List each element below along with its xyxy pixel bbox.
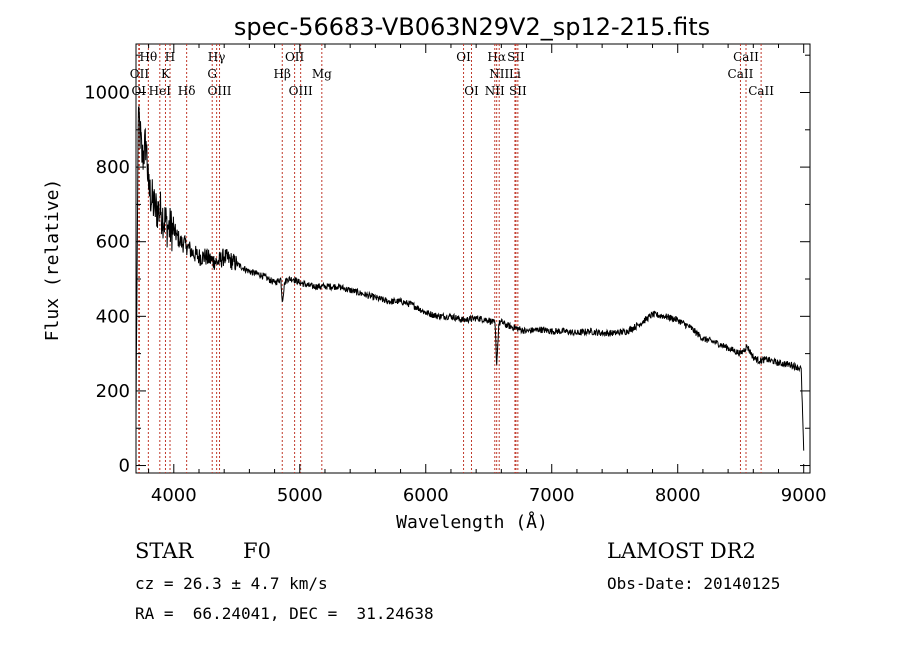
y-tick-label: 200: [96, 381, 130, 402]
object-class: STAR: [135, 539, 194, 563]
spectral-line-label: Li: [509, 67, 521, 81]
spectral-line-label: Hθ: [139, 50, 157, 64]
spectral-line-label: SII: [509, 84, 527, 98]
spectrum-series-line: [135, 105, 805, 451]
x-tick-label: 7000: [529, 485, 575, 506]
spectral-line-label: OI: [131, 84, 146, 98]
chart-title: spec-56683-VB063N29V2_sp12-215.fits: [234, 13, 710, 41]
spectral-line-label: OIII: [207, 84, 231, 98]
spectral-line-label: Hα: [487, 50, 506, 64]
y-tick-label: 800: [96, 157, 130, 178]
spectral-line-label: K: [161, 67, 171, 81]
spectral-line-label: CaII: [733, 50, 759, 64]
survey-name: LAMOST DR2: [607, 539, 756, 563]
plot-frame: [135, 43, 811, 474]
spectral-line-label: OIII: [289, 84, 313, 98]
spectral-line-label: Hγ: [208, 50, 226, 64]
spectral-line-label: CaII: [748, 84, 774, 98]
spectral-line-label: OI: [456, 50, 471, 64]
y-axis-label: Flux (relative): [42, 179, 63, 342]
y-tick-label: 0: [119, 456, 130, 477]
spectral-line-label: Hβ: [274, 67, 291, 81]
spectral-line-label: OI: [464, 84, 479, 98]
redshift-cz: cz = 26.3 ± 4.7 km/s: [135, 574, 328, 593]
obs-date: Obs-Date: 20140125: [607, 574, 781, 593]
x-tick-label: 9000: [781, 485, 827, 506]
spectral-line-label: H: [165, 50, 175, 64]
series-layer: [135, 105, 805, 451]
x-tick-label: 8000: [655, 485, 701, 506]
spectral-line-label: Mg: [312, 67, 332, 81]
spectral-line-label: OII: [130, 67, 150, 81]
y-tick-label: 1000: [84, 82, 130, 103]
spectral-line-label: G: [207, 67, 217, 81]
spectral-line-label: Hδ: [178, 84, 196, 98]
y-tick-label: 600: [96, 232, 130, 253]
spectral-line-label: HeI: [149, 84, 172, 98]
axis-ticks-layer: 4000 5000 6000 7000 8000 9000 0 200 400 600 800 100…: [84, 44, 827, 506]
spectral-line-label: NII: [489, 67, 509, 81]
x-tick-label: 5000: [277, 485, 323, 506]
spectral-line-label: NII: [485, 84, 505, 98]
x-tick-label: 6000: [403, 485, 449, 506]
x-axis-label: Wavelength (Å): [396, 511, 548, 533]
coordinates: RA = 66.24041, DEC = 31.24638: [135, 604, 434, 623]
x-tick-label: 4000: [151, 485, 197, 506]
object-subclass: F0: [243, 539, 271, 563]
spectral-line-label: SII: [507, 50, 525, 64]
spectral-line-label: OII: [285, 50, 305, 64]
y-tick-label: 400: [96, 306, 130, 327]
spectral-line-label: CaII: [728, 67, 754, 81]
